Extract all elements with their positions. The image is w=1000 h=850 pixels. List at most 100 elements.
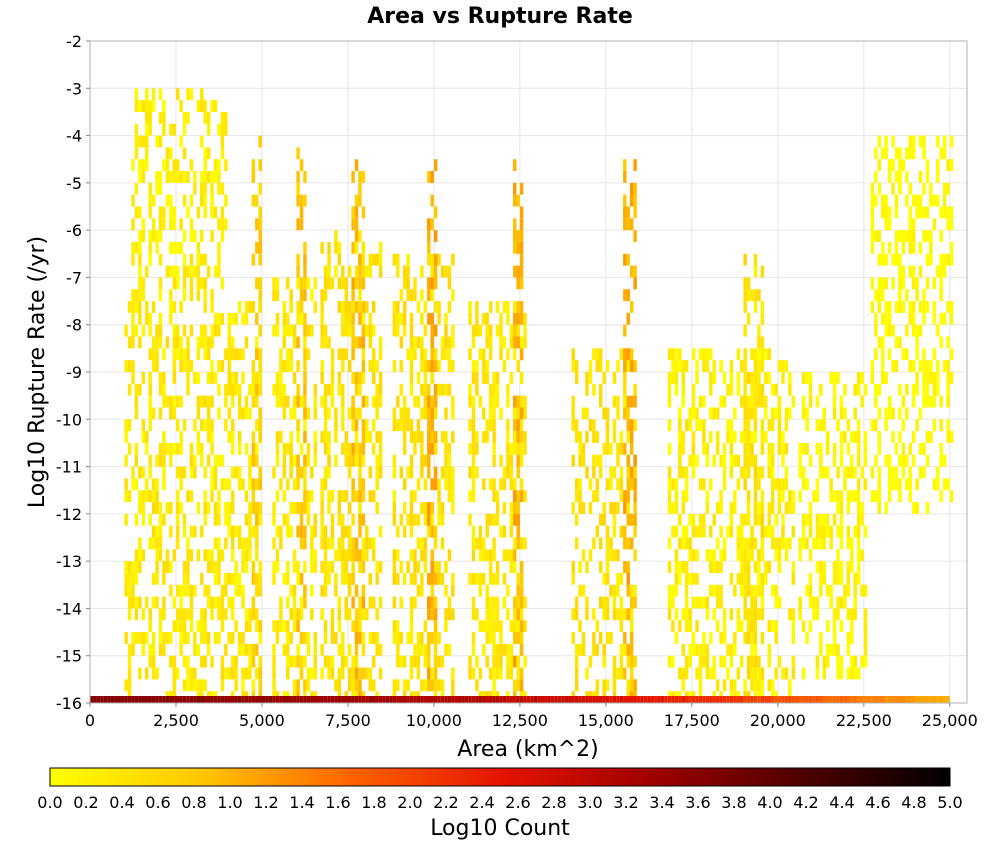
heatmap-cell [358, 277, 362, 290]
heatmap-cell [513, 182, 517, 195]
heatmap-cell [206, 431, 211, 443]
heatmap-cell [158, 230, 163, 242]
heatmap-cell [722, 537, 727, 550]
heatmap-cell [605, 442, 610, 455]
heatmap-cell [774, 407, 778, 420]
heatmap-cell [368, 324, 373, 337]
heatmap-cell [905, 478, 909, 491]
heatmap-cell [286, 513, 290, 526]
heatmap-floor-cell [877, 696, 882, 703]
heatmap-cell [134, 301, 139, 313]
heatmap-cell [705, 442, 710, 455]
heatmap-cell [719, 395, 723, 408]
heatmap-cell [949, 348, 954, 361]
heatmap-cell [145, 478, 149, 491]
heatmap-floor-cell [334, 696, 338, 703]
heatmap-cell [626, 584, 630, 597]
heatmap-cell [578, 442, 582, 455]
heatmap-cell [365, 667, 369, 680]
heatmap-cell [148, 537, 152, 550]
heatmap-cell [715, 537, 720, 550]
heatmap-cell [925, 277, 930, 290]
heatmap-cell [667, 419, 672, 432]
heatmap-cell [471, 431, 476, 443]
heatmap-cell [299, 655, 304, 668]
heatmap-cell [482, 312, 486, 325]
heatmap-floor-cell [843, 696, 847, 703]
heatmap-cell [939, 395, 943, 408]
heatmap-cell [378, 372, 383, 384]
heatmap-cell [182, 230, 187, 242]
heatmap-cell [877, 301, 882, 313]
heatmap-cell [402, 431, 407, 443]
heatmap-cell [217, 572, 221, 585]
heatmap-cell [901, 277, 906, 290]
heatmap-cell [485, 431, 489, 443]
heatmap-cell [323, 265, 328, 278]
heatmap-cell [200, 632, 204, 644]
heatmap-cell [774, 667, 778, 680]
heatmap-cell [633, 513, 637, 526]
heatmap-cell [196, 265, 201, 278]
heatmap-cell [513, 561, 517, 573]
heatmap-cell [860, 584, 864, 597]
heatmap-cell [179, 218, 183, 231]
heatmap-cell [757, 502, 761, 514]
heatmap-cell [155, 348, 159, 361]
heatmap-cell [296, 525, 300, 538]
heatmap-cell [719, 525, 723, 538]
heatmap-cell [499, 454, 503, 467]
heatmap-cell [162, 159, 166, 172]
heatmap-cell [416, 655, 421, 668]
heatmap-cell [148, 655, 152, 668]
heatmap-cell [471, 407, 476, 420]
heatmap-cell [372, 632, 376, 644]
heatmap-cell [629, 667, 634, 680]
heatmap-cell [231, 502, 235, 514]
heatmap-cell [887, 466, 892, 479]
heatmap-cell [158, 502, 163, 514]
heatmap-cell [286, 655, 290, 668]
heatmap-cell [213, 100, 218, 112]
heatmap-cell [320, 312, 324, 325]
heatmap-floor-cell [846, 696, 851, 703]
heatmap-floor-cell [660, 696, 665, 703]
heatmap-cell [430, 679, 434, 692]
heatmap-cell [220, 312, 225, 325]
heatmap-cell [151, 230, 156, 242]
heatmap-cell [131, 253, 135, 266]
heatmap-cell [767, 348, 771, 361]
heatmap-cell [148, 407, 152, 420]
heatmap-cell [286, 324, 290, 337]
heatmap-cell [757, 655, 761, 668]
heatmap-cell [819, 632, 823, 644]
heatmap-cell [571, 419, 575, 432]
heatmap-cell [148, 372, 152, 384]
heatmap-cell [513, 513, 517, 526]
heatmap-cell [158, 407, 163, 420]
heatmap-cell [275, 277, 280, 290]
heatmap-cell [946, 395, 950, 408]
heatmap-cell [908, 442, 912, 455]
heatmap-cell [908, 135, 912, 148]
heatmap-cell [887, 407, 892, 420]
heatmap-cell [815, 478, 820, 491]
heatmap-cell [200, 194, 204, 207]
heatmap-cell [303, 561, 307, 573]
heatmap-cell [774, 537, 778, 550]
heatmap-cell [856, 561, 861, 573]
heatmap-cell [430, 572, 434, 585]
heatmap-cell [251, 454, 256, 467]
heatmap-cell [616, 478, 620, 491]
heatmap-cell [237, 537, 242, 550]
heatmap-cell [392, 360, 397, 372]
heatmap-cell [492, 478, 496, 491]
heatmap-cell [674, 372, 679, 384]
heatmap-cell [805, 513, 809, 526]
heatmap-cell [210, 372, 214, 384]
heatmap-cell [433, 348, 438, 361]
heatmap-cell [330, 632, 335, 644]
heatmap-cell [196, 348, 201, 361]
heatmap-cell [255, 454, 259, 467]
heatmap-cell [378, 454, 383, 467]
